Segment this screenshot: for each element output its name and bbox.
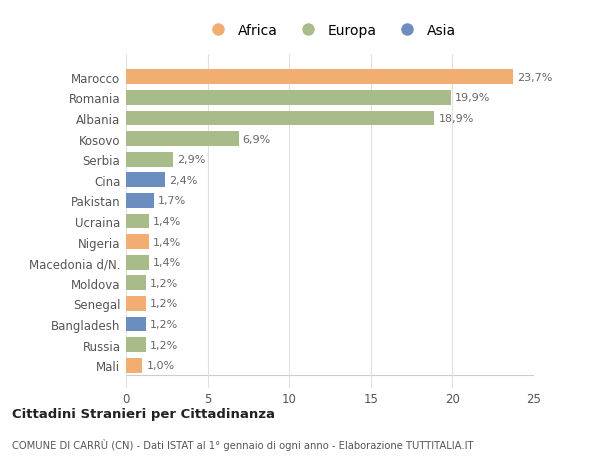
Text: 2,9%: 2,9% <box>178 155 206 165</box>
Text: 1,0%: 1,0% <box>146 360 175 370</box>
Bar <box>126 194 154 208</box>
Text: 6,9%: 6,9% <box>242 134 271 144</box>
Bar <box>126 255 149 270</box>
Bar <box>126 358 142 373</box>
Bar <box>126 235 149 249</box>
Bar <box>126 132 239 147</box>
Bar <box>126 112 434 126</box>
Text: 1,2%: 1,2% <box>149 278 178 288</box>
Text: 18,9%: 18,9% <box>439 114 474 123</box>
Text: COMUNE DI CARRÙ (CN) - Dati ISTAT al 1° gennaio di ogni anno - Elaborazione TUTT: COMUNE DI CARRÙ (CN) - Dati ISTAT al 1° … <box>12 438 473 450</box>
Bar <box>126 337 146 352</box>
Bar <box>126 152 173 167</box>
Text: 1,4%: 1,4% <box>153 257 181 268</box>
Legend: Africa, Europa, Asia: Africa, Europa, Asia <box>199 19 461 44</box>
Bar <box>126 91 451 106</box>
Bar <box>126 296 146 311</box>
Text: 1,2%: 1,2% <box>149 299 178 308</box>
Bar <box>126 276 146 291</box>
Text: Cittadini Stranieri per Cittadinanza: Cittadini Stranieri per Cittadinanza <box>12 407 275 420</box>
Bar <box>126 70 513 85</box>
Text: 1,2%: 1,2% <box>149 319 178 329</box>
Text: 1,4%: 1,4% <box>153 237 181 247</box>
Text: 1,2%: 1,2% <box>149 340 178 350</box>
Bar <box>126 214 149 229</box>
Bar <box>126 173 165 188</box>
Text: 1,7%: 1,7% <box>158 196 186 206</box>
Text: 2,4%: 2,4% <box>169 175 197 185</box>
Bar <box>126 317 146 331</box>
Text: 19,9%: 19,9% <box>455 93 490 103</box>
Text: 1,4%: 1,4% <box>153 217 181 226</box>
Text: 23,7%: 23,7% <box>517 73 552 83</box>
